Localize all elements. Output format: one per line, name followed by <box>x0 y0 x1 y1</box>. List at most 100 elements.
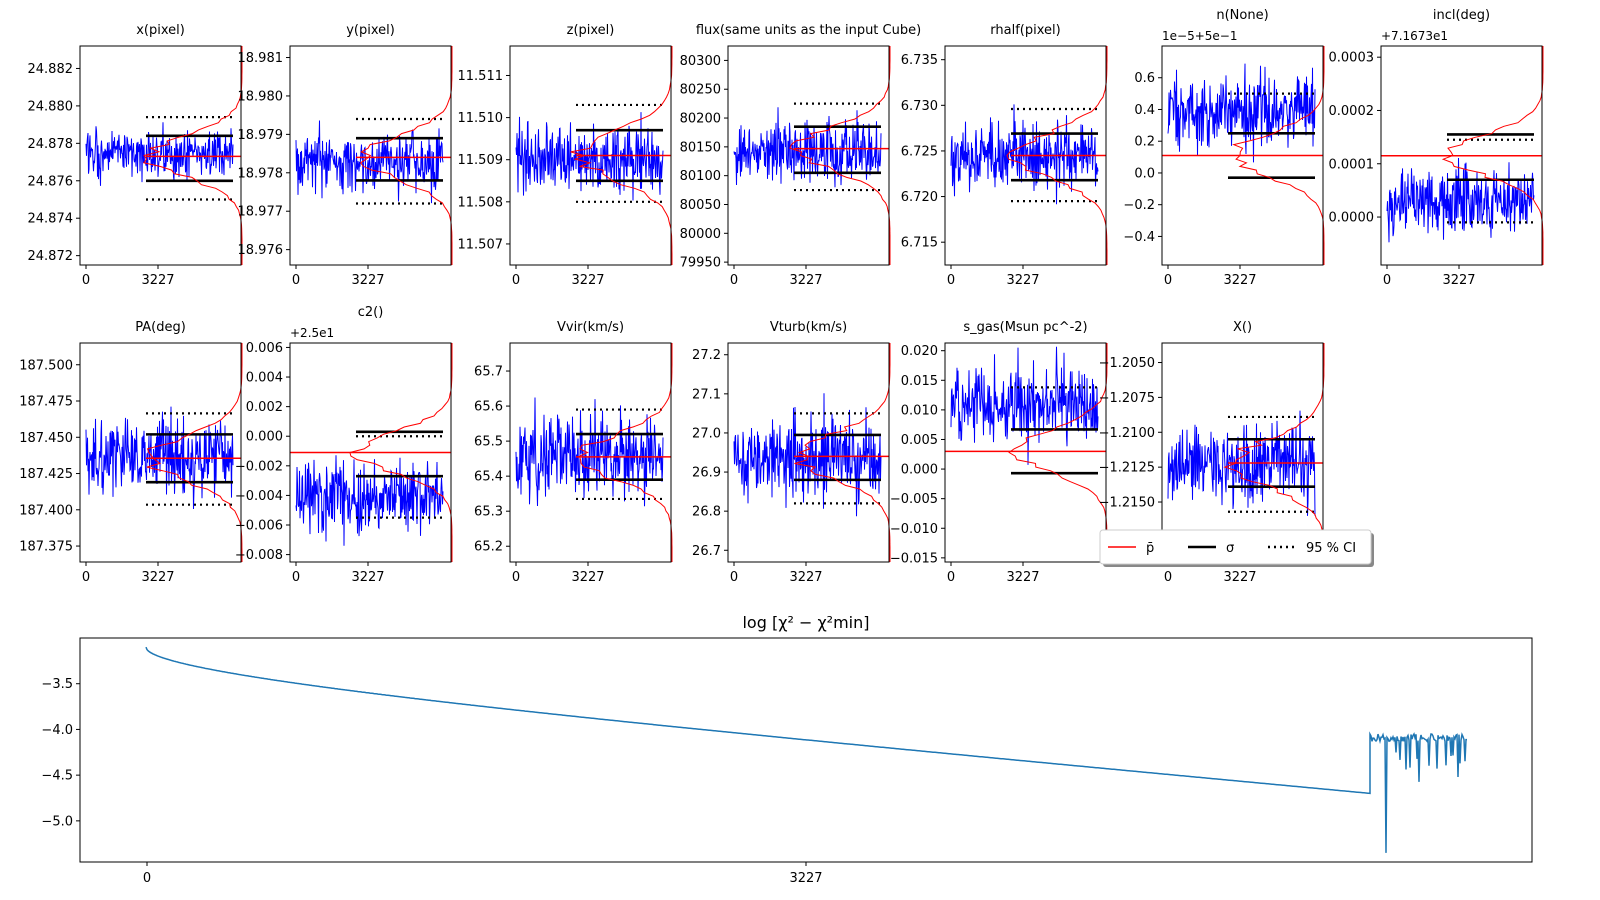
y-tick-label: 11.508 <box>458 195 504 210</box>
panel-s_gas: s_gas(Msun pc^-2) −0.015 −0.010 −0.005 0.000… <box>890 320 1108 585</box>
y-tick-label: −0.004 <box>235 489 283 504</box>
x-tick-label: 0 <box>947 273 955 288</box>
y-tick-label: −4.5 <box>41 769 73 784</box>
chi2-line <box>145 646 1467 853</box>
y-tick-label: 6.730 <box>901 99 938 114</box>
legend-label: 95 % CI <box>1306 541 1356 556</box>
y-tick-label: 18.981 <box>238 51 284 66</box>
panel-frame <box>1380 45 1543 266</box>
x-tick-label: 0 <box>82 273 90 288</box>
y-tick-label: 80300 <box>680 54 721 69</box>
y-tick-label: 79950 <box>680 256 721 271</box>
panel-title: s_gas(Msun pc^-2) <box>963 320 1087 335</box>
panel-frame <box>79 342 242 563</box>
trace-line <box>515 112 664 201</box>
y-tick-label: 80250 <box>680 83 721 98</box>
y-tick-label: 0.0001 <box>1329 157 1375 172</box>
y-tick-label: 18.979 <box>238 128 284 143</box>
y-tick-label: 0.005 <box>901 433 938 448</box>
y-tick-label: −1.2100 <box>1099 426 1155 441</box>
panel-title: y(pixel) <box>346 23 395 38</box>
y-tick-label: 11.509 <box>458 153 504 168</box>
y-tick-label: 0.010 <box>901 403 938 418</box>
x-tick-label: 0 <box>143 871 151 886</box>
x-tick-label: 3227 <box>789 273 822 288</box>
panel-title: c2() <box>358 305 384 320</box>
y-tick-label: 24.876 <box>28 174 74 189</box>
x-tick-label: 3227 <box>789 570 822 585</box>
y-tick-label: 0.6 <box>1134 71 1155 86</box>
y-tick-label: 80150 <box>680 140 721 155</box>
y-tick-label: 65.2 <box>474 540 503 555</box>
trace-line <box>295 455 444 546</box>
y-tick-label: 27.0 <box>692 426 721 441</box>
x-tick-label: 3227 <box>571 570 604 585</box>
y-tick-label: 24.878 <box>28 137 74 152</box>
x-tick-label: 0 <box>947 570 955 585</box>
y-tick-label: −0.008 <box>235 548 283 563</box>
x-tick-label: 0 <box>292 273 300 288</box>
panel-plot-area <box>290 430 451 546</box>
panel-z: z(pixel) 11.507 11.508 11.509 11.510 11.511 0 3… <box>458 23 673 288</box>
y-tick-label: −0.005 <box>890 492 938 507</box>
panel-Vvir: Vvir(km/s) 65.2 65.3 65.4 65.5 65.6 65.7 0 3227 <box>474 320 673 585</box>
y-tick-label: 6.720 <box>901 190 938 205</box>
panel-frame <box>1161 45 1324 266</box>
y-tick-label: 187.375 <box>19 540 73 555</box>
panel-plot-area <box>733 393 889 517</box>
panel-flux: flux(same units as the input Cube) 79950 8… <box>680 23 922 288</box>
panel-c2: c2() +2.5e1 −0.008 −0.006 −0.004 −0.002 0.000 0… <box>235 305 453 585</box>
x-tick-label: 0 <box>1383 273 1391 288</box>
y-tick-label: 187.500 <box>19 358 73 373</box>
y-tick-label: −0.4 <box>1123 230 1155 245</box>
panel-frame <box>79 45 242 266</box>
x-tick-label: 0 <box>730 570 738 585</box>
y-tick-label: 26.9 <box>692 466 721 481</box>
y-tick-label: −1.2125 <box>1099 461 1155 476</box>
y-tick-label: 6.715 <box>901 236 938 251</box>
y-tick-label: 0.0 <box>1134 166 1155 181</box>
histogram <box>1232 46 1325 265</box>
legend: p̄ σ 95 % CI <box>1099 529 1374 567</box>
y-tick-label: 0.015 <box>901 374 938 389</box>
y-tick-label: 65.7 <box>474 365 503 380</box>
y-tick-label: −1.2050 <box>1099 356 1155 371</box>
y-tick-label: −1.2075 <box>1099 391 1155 406</box>
panel-y: y(pixel) 18.976 18.977 18.978 18.979 18.980 18… <box>238 23 453 288</box>
legend-label: p̄ <box>1146 541 1154 556</box>
y-tick-label: 65.4 <box>474 470 503 485</box>
trace-line <box>733 393 882 517</box>
x-tick-label: 0 <box>1164 273 1172 288</box>
y-tick-label: 0.020 <box>901 344 938 359</box>
panel-plot-area <box>295 117 451 205</box>
y-tick-label: 0.0002 <box>1329 104 1375 119</box>
panel-title: Vvir(km/s) <box>557 320 624 335</box>
panel-title: x(pixel) <box>136 23 185 38</box>
axis-offset-label: 1e−5+5e−1 <box>1162 29 1237 43</box>
y-tick-label: 0.006 <box>246 341 283 356</box>
histogram <box>142 46 243 265</box>
y-tick-label: 18.980 <box>238 89 284 104</box>
y-tick-label: −0.002 <box>235 459 283 474</box>
trace-line <box>950 104 1099 205</box>
y-tick-label: −3.5 <box>41 677 73 692</box>
y-tick-label: 18.976 <box>238 243 284 258</box>
y-tick-label: 0.2 <box>1134 135 1155 150</box>
panel-plot-area <box>515 103 671 203</box>
x-tick-label: 3227 <box>351 570 384 585</box>
x-tick-label: 0 <box>730 273 738 288</box>
y-tick-label: 187.425 <box>19 467 73 482</box>
panel-plot-area <box>515 397 671 507</box>
x-tick-label: 0 <box>512 273 520 288</box>
chi2-panel: log [χ² − χ²min] −3.5 −4.0 −4.5 −5.0 0 3227 <box>41 613 1533 886</box>
histogram <box>1223 343 1325 562</box>
trace-line <box>1386 157 1535 243</box>
y-tick-label: −1.2150 <box>1099 496 1155 511</box>
y-tick-label: 18.978 <box>238 166 284 181</box>
y-tick-label: 0.0000 <box>1329 211 1375 226</box>
x-tick-label: 3227 <box>789 871 822 886</box>
y-tick-label: 65.3 <box>474 505 503 520</box>
x-tick-label: 3227 <box>1223 273 1256 288</box>
trace-line <box>515 397 664 507</box>
panel-Vturb: Vturb(km/s) 26.7 26.8 26.9 27.0 27.1 27.2 0 3227 <box>692 320 891 585</box>
